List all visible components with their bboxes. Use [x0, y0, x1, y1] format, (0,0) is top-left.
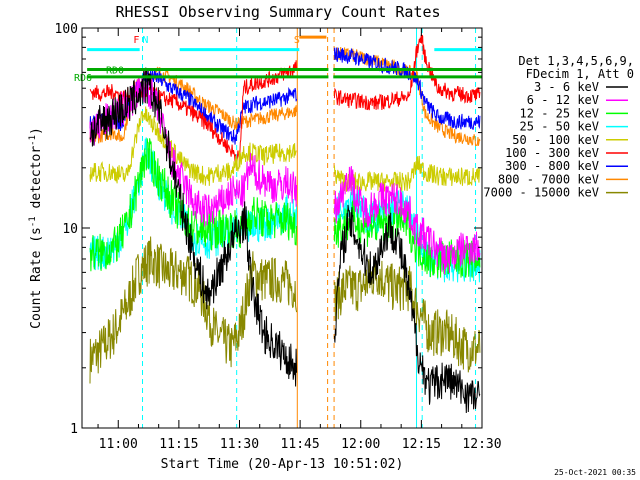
legend-item-label: 6 - 12 keV	[527, 93, 599, 107]
legend-item-label: 50 - 100 keV	[512, 133, 599, 147]
series-line	[89, 138, 298, 272]
rd-state-label: RD6	[74, 73, 92, 84]
y-axis: 1 10 100	[55, 22, 482, 437]
series-line	[333, 47, 481, 130]
state-marker-n: N	[142, 35, 148, 46]
state-bars: RD0 RD6 F N S	[74, 35, 482, 84]
x-axis: 11:00 11:15 11:30 11:45 12:00 12:15 12:30	[97, 28, 502, 452]
x-tick-label: 11:00	[99, 437, 138, 452]
x-tick-label: 12:00	[341, 437, 380, 452]
series-line	[333, 34, 481, 111]
legend-item-label: 800 - 7000 keV	[498, 172, 599, 186]
x-tick-label: 12:15	[402, 437, 441, 452]
rd-state-label: RD0	[106, 66, 124, 77]
legend-item-label: 7000 - 15000 keV	[483, 186, 599, 200]
series-line	[333, 166, 481, 275]
legend-item-label: 100 - 300 keV	[505, 146, 599, 160]
series-layer	[89, 34, 481, 414]
series-line	[89, 106, 297, 186]
generated-timestamp: 25-Oct-2021 00:35	[554, 468, 636, 477]
legend-header-line-1: Det 1,3,4,5,6,9,	[518, 54, 634, 68]
x-tick-label: 12:30	[462, 437, 501, 452]
legend-item-label: 12 - 25 keV	[520, 106, 599, 120]
legend-item-label: 300 - 800 keV	[505, 159, 599, 173]
y-axis-label: Count Rate (s-1 detector-1)	[28, 127, 44, 329]
legend-item-label: 25 - 50 keV	[520, 120, 599, 134]
x-tick-label: 11:45	[281, 437, 320, 452]
legend-header-line-2: FDecim 1, Att 0	[526, 67, 634, 81]
y-tick-label: 100	[55, 22, 78, 37]
x-tick-label: 11:30	[220, 437, 259, 452]
state-marker-f: F	[133, 35, 139, 46]
y-tick-label: 10	[62, 222, 78, 237]
series-line	[89, 67, 298, 387]
x-tick-label: 11:15	[159, 437, 198, 452]
series-line	[333, 204, 481, 414]
series-line	[333, 155, 481, 192]
x-axis-label: Start Time (20-Apr-13 10:51:02)	[161, 457, 404, 472]
y-tick-label: 1	[70, 422, 78, 437]
chart-title: RHESSI Observing Summary Count Rates	[115, 3, 440, 21]
series-line	[89, 66, 298, 144]
series-line	[89, 236, 298, 384]
state-marker-s: S	[294, 35, 300, 46]
legend-item-label: 3 - 6 keV	[534, 80, 599, 94]
series-line	[89, 69, 298, 227]
legend: Det 1,3,4,5,6,9, FDecim 1, Att 0 3 - 6 k…	[483, 54, 634, 200]
